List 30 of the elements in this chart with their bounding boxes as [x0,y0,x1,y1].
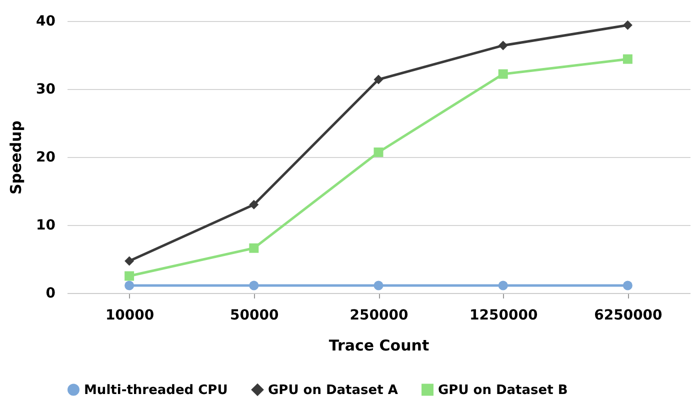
x-tick-label: 250000 [350,308,408,324]
point [498,40,508,50]
y-tick-label: 0 [46,286,56,302]
point [498,69,508,79]
x-axis-title: Trace Count [328,336,430,354]
y-tick-label: 20 [36,150,56,166]
legend-label: Multi-threaded CPU [84,382,228,398]
point [374,280,384,290]
x-tick-label: 50000 [230,308,280,324]
point [249,280,259,290]
point [498,280,508,290]
x-tick-label: 6250000 [594,308,663,324]
y-tick-label: 40 [36,14,56,30]
y-tick-label: 10 [36,218,56,234]
legend-label: GPU on Dataset A [268,382,398,398]
x-tick-label: 1250000 [470,308,538,324]
point [622,54,632,64]
y-tick-label: 30 [36,82,56,98]
point [124,271,134,281]
point [622,20,632,30]
legend-label: GPU on Dataset B [438,382,568,398]
point [374,74,384,84]
point [249,200,259,210]
point [124,280,134,290]
point [249,243,259,253]
point [124,256,134,266]
point [622,280,632,290]
x-tick-label: 10000 [105,308,154,324]
y-axis-title: Speedup [7,120,26,195]
point [374,147,384,157]
